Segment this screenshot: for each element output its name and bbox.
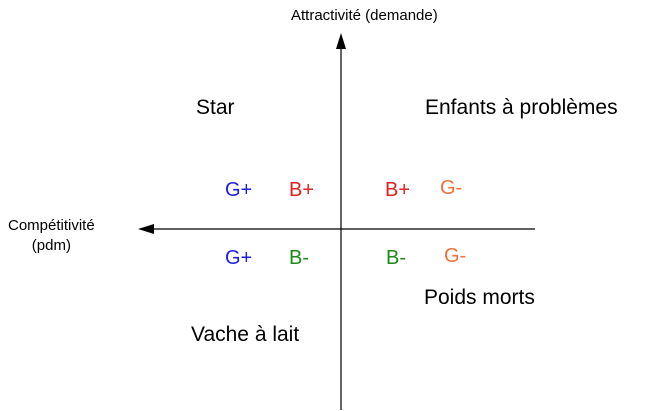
vertical-axis-arrowhead xyxy=(336,33,346,49)
code-bottom-right-2: G- xyxy=(444,245,467,267)
code-top-right-2: G- xyxy=(440,177,463,199)
quadrant-label-enfants-a-problemes: Enfants à problèmes xyxy=(425,96,618,119)
x-axis-label-line1: Compétitivité xyxy=(8,217,95,234)
code-bottom-left-2: B- xyxy=(289,247,309,269)
y-axis-label: Attractivité (demande) xyxy=(291,7,438,24)
code-bottom-right-1: B- xyxy=(386,247,406,269)
x-axis-label-line2: (pdm) xyxy=(31,237,71,254)
code-top-right-1: B+ xyxy=(385,179,411,201)
quadrant-label-star: Star xyxy=(196,96,235,119)
code-bottom-left-1: G+ xyxy=(225,247,253,269)
code-top-left-2: B+ xyxy=(289,179,315,201)
quadrant-label-poids-morts: Poids morts xyxy=(424,286,535,309)
x-axis-label: Compétitivité (pdm) xyxy=(8,216,95,256)
horizontal-axis-arrowhead xyxy=(138,224,154,234)
code-top-left-1: G+ xyxy=(225,179,253,201)
quadrant-label-vache-a-lait: Vache à lait xyxy=(191,323,300,346)
